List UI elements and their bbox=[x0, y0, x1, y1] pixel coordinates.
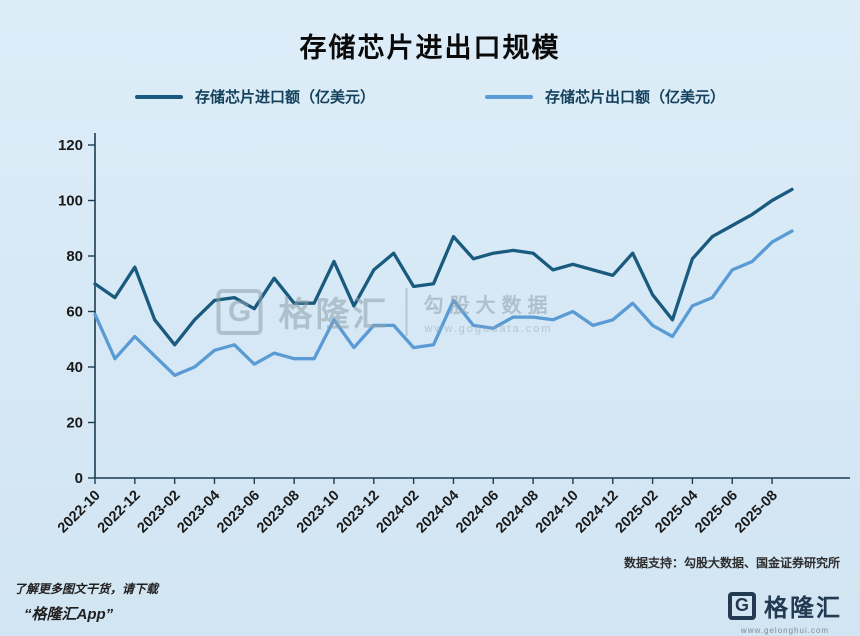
watermark-logo-icon: G bbox=[216, 288, 263, 335]
footer-brand-url: www.gelonghui.com bbox=[740, 626, 830, 635]
y-tick-label: 20 bbox=[66, 415, 83, 432]
x-tick-label: 2024-04 bbox=[413, 488, 462, 537]
legend-label-exports: 存储芯片出口额（亿美元） bbox=[545, 89, 726, 106]
x-tick-label: 2022-10 bbox=[55, 488, 104, 537]
y-tick-label: 60 bbox=[66, 304, 83, 321]
x-tick-label: 2025-08 bbox=[732, 488, 781, 537]
y-tick-label: 40 bbox=[66, 359, 83, 376]
legend-item-imports: 存储芯片进口额（亿美元） bbox=[134, 86, 375, 107]
watermark-partner: 勾股大数据 bbox=[423, 294, 554, 317]
footer-brand-row: G 格隆汇 bbox=[728, 588, 842, 623]
y-tick-label: 0 bbox=[75, 470, 83, 487]
x-tick-label: 2023-10 bbox=[294, 488, 343, 537]
x-tick-label: 2023-02 bbox=[135, 488, 184, 537]
x-tick-label: 2022-12 bbox=[95, 488, 144, 537]
legend-label-imports: 存储芯片进口额（亿美元） bbox=[194, 89, 375, 106]
y-tick-label: 80 bbox=[66, 248, 83, 265]
watermark-partner-block: 勾股大数据 www.gogudata.com bbox=[424, 289, 554, 335]
footer-brand-logo: G 格隆汇 www.gelonghui.com bbox=[728, 588, 842, 635]
x-tick-label: 2025-04 bbox=[652, 488, 701, 537]
legend-swatch-imports-icon bbox=[134, 94, 183, 99]
footer-promo-line1: 了解更多图文干货，请下载 bbox=[14, 582, 159, 596]
x-tick-label: 2025-02 bbox=[612, 488, 661, 537]
footer-brand-name: 格隆汇 bbox=[764, 595, 842, 622]
y-tick-label: 100 bbox=[58, 193, 83, 210]
x-tick-label: 2023-12 bbox=[334, 488, 383, 537]
series-line-0 bbox=[93, 187, 794, 347]
watermark: G 格隆汇 勾股大数据 www.gogudata.com bbox=[216, 287, 554, 336]
x-tick-label: 2025-06 bbox=[692, 488, 741, 537]
x-tick-label: 2024-02 bbox=[374, 488, 423, 537]
watermark-divider bbox=[405, 287, 408, 336]
watermark-brand: 格隆汇 bbox=[278, 296, 390, 334]
x-tick-label: 2024-06 bbox=[453, 488, 502, 537]
page-title: 存储芯片进出口规模 bbox=[299, 33, 561, 63]
legend-swatch-exports-icon bbox=[485, 94, 533, 99]
y-tick-label: 120 bbox=[58, 137, 83, 154]
x-tick-label: 2023-04 bbox=[174, 488, 223, 537]
x-tick-label: 2023-08 bbox=[254, 488, 303, 537]
series-line-1 bbox=[93, 229, 794, 377]
footer-brand-g-icon: G bbox=[728, 591, 756, 620]
x-tick-label: 2024-08 bbox=[493, 488, 542, 537]
footer-promo-line2: “格隆汇App” bbox=[24, 606, 114, 623]
line-chart: 0204060801001202022-102022-122023-022023… bbox=[55, 133, 850, 537]
legend-item-exports: 存储芯片出口额（亿美元） bbox=[485, 86, 725, 107]
data-source-note: 数据支持：勾股大数据、国金证券研究所 bbox=[623, 556, 840, 570]
x-tick-label: 2024-12 bbox=[573, 488, 622, 537]
footer-promo: 了解更多图文干货，请下载 “格隆汇App” bbox=[14, 580, 158, 624]
watermark-url: www.gogudata.com bbox=[424, 322, 553, 335]
x-tick-label: 2024-10 bbox=[533, 488, 582, 537]
x-tick-label: 2023-06 bbox=[214, 488, 263, 537]
chart-legend: 存储芯片进口额（亿美元） 存储芯片出口额（亿美元） bbox=[0, 86, 860, 107]
